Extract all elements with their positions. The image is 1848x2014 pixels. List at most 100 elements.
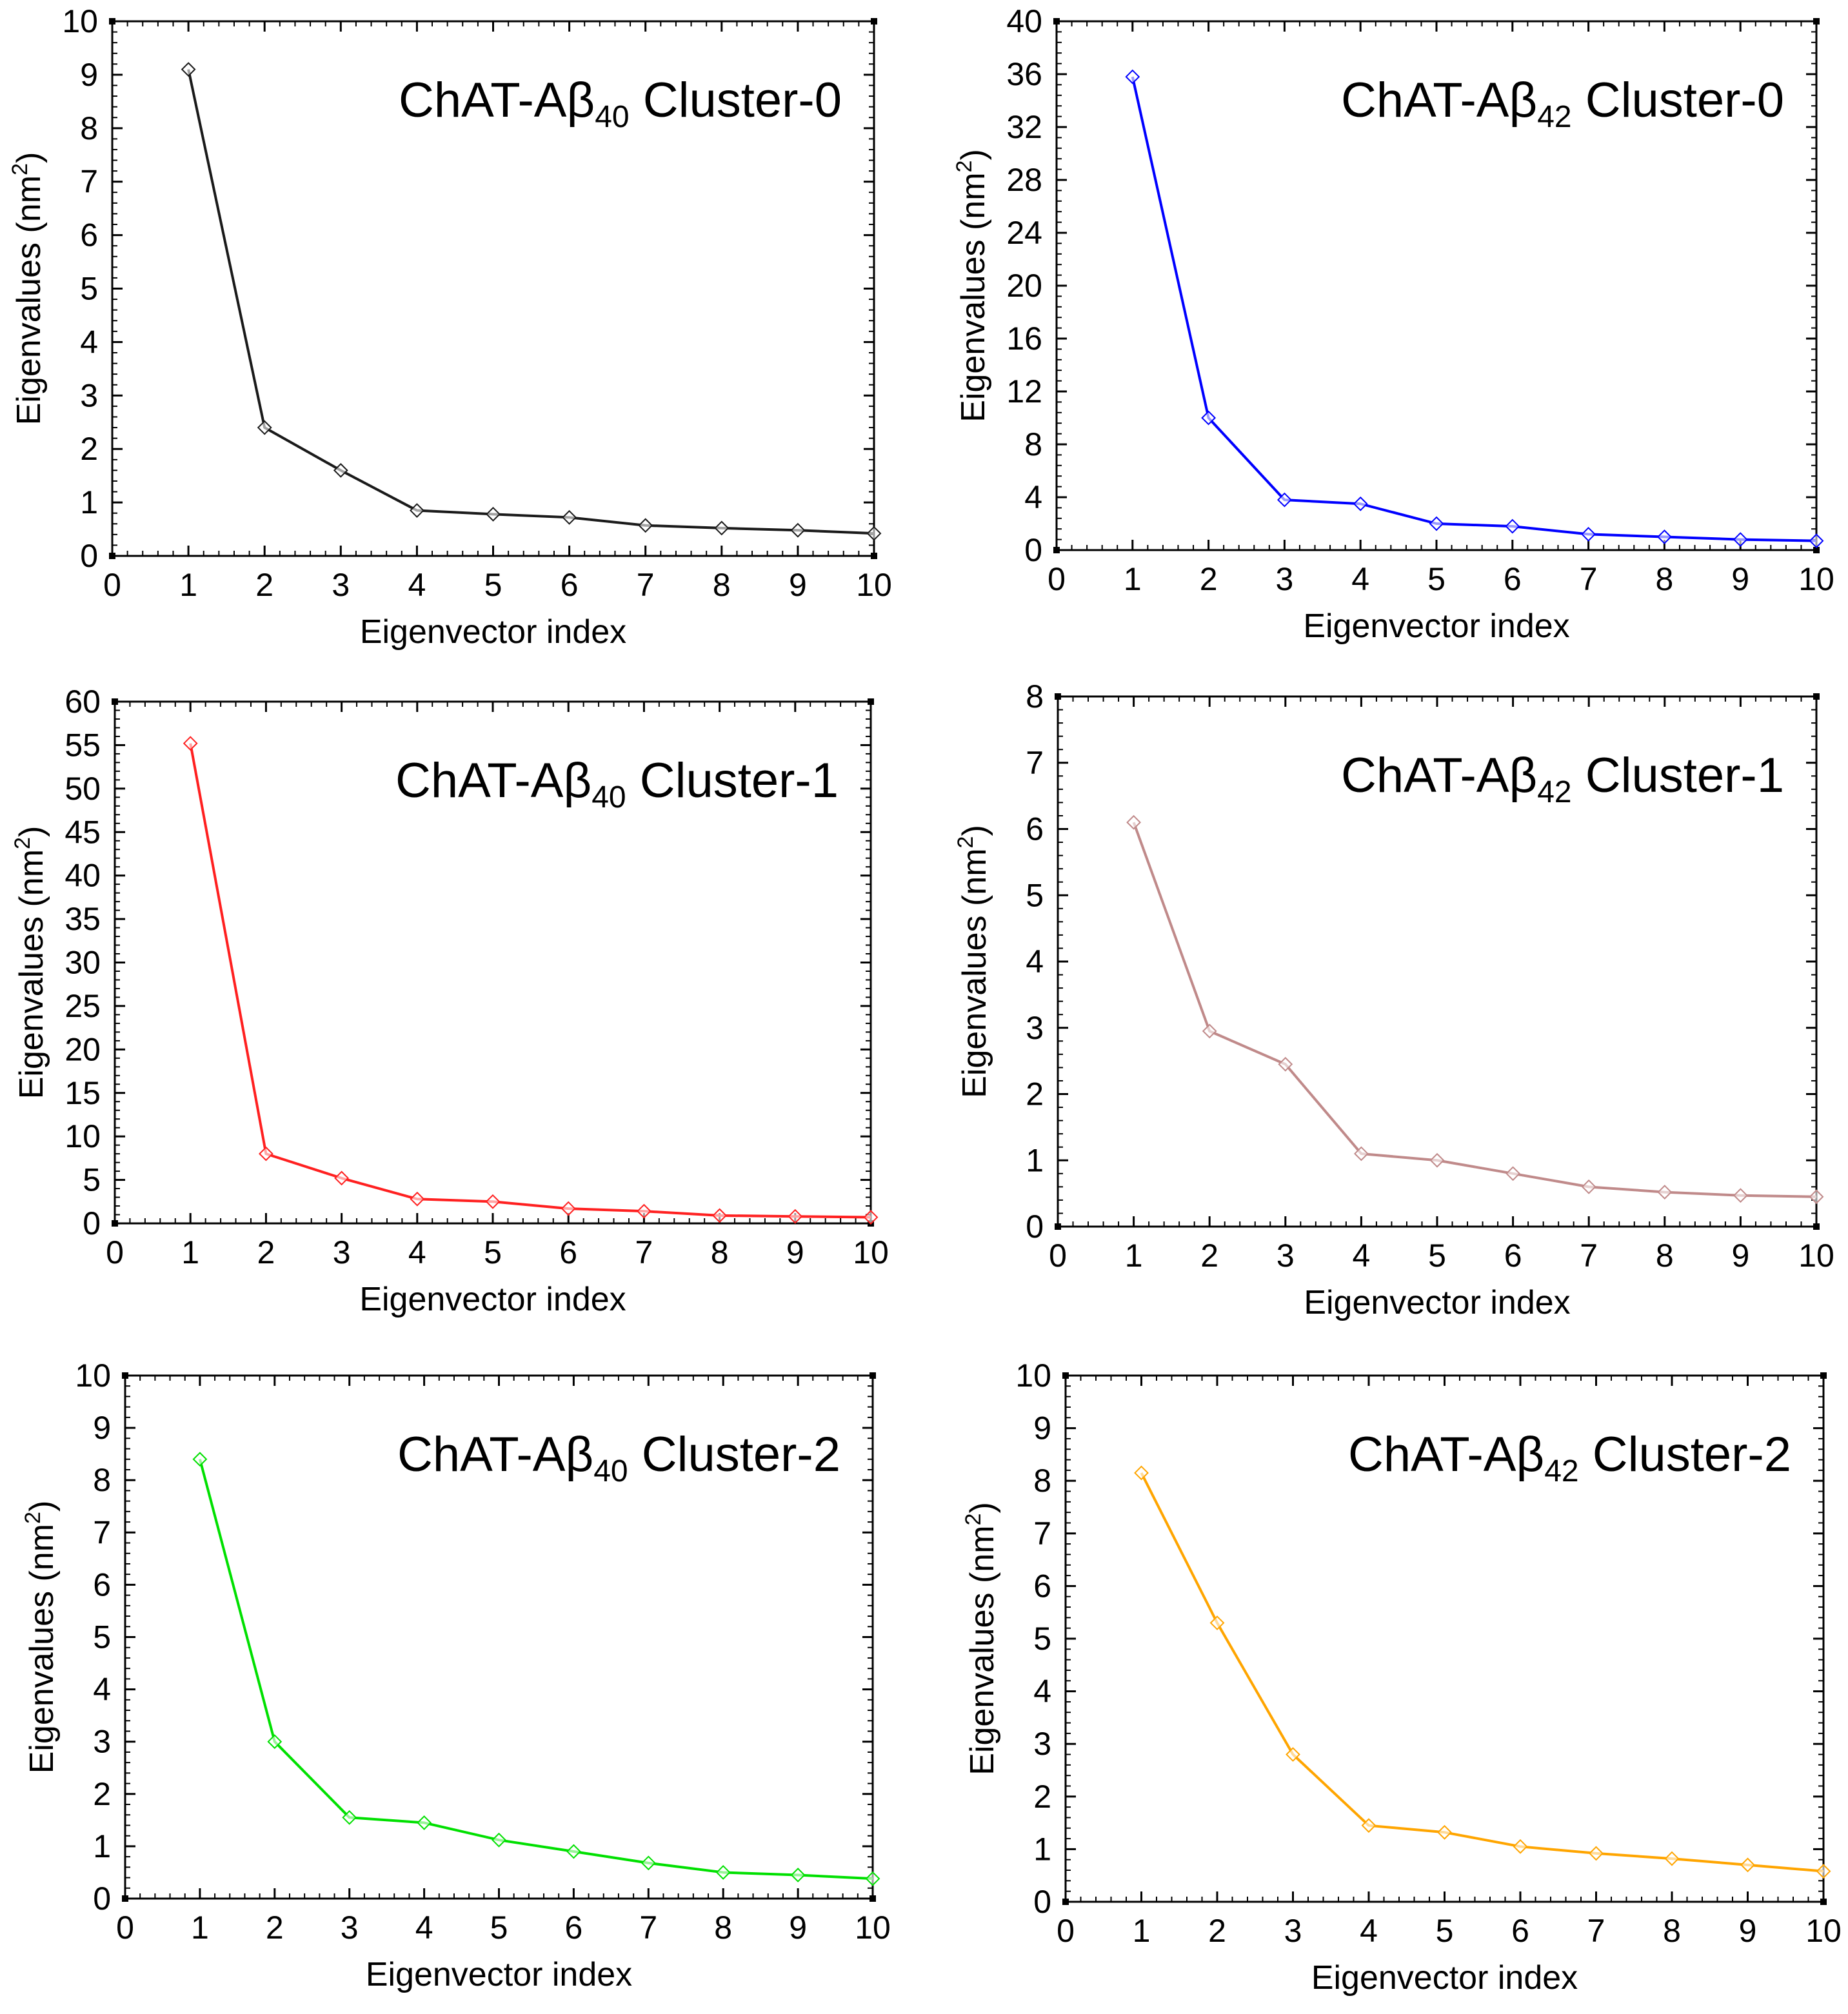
data-point xyxy=(866,526,882,541)
y-axis-label: Eigenvalues (nm2) xyxy=(8,152,48,426)
x-tick-label: 4 xyxy=(1352,1238,1370,1274)
y-tick-label: 0 xyxy=(80,538,98,574)
data-point xyxy=(712,1208,728,1223)
x-axis-label: Eigenvector index xyxy=(359,1281,626,1318)
x-tick-label: 7 xyxy=(637,567,655,603)
data-point xyxy=(485,1194,501,1209)
y-tick-label: 8 xyxy=(1024,426,1042,462)
y-tick-label: 20 xyxy=(65,1031,101,1067)
x-tick-label: 4 xyxy=(1360,1913,1378,1949)
y-tick-label: 3 xyxy=(93,1724,111,1760)
x-tick-label: 5 xyxy=(484,567,502,603)
y-tick-label: 55 xyxy=(65,727,101,763)
y-tick-label: 4 xyxy=(1024,479,1042,515)
x-tick-label: 8 xyxy=(1663,1913,1681,1949)
x-tick-label: 0 xyxy=(1057,1913,1075,1949)
chart-panel-3: 0 1 2 3 4 5 6 7 8 9 10 0 1 2 3 4 5 6 7 8 Eigenvector index Ei… xyxy=(953,678,1834,1321)
x-tick-label: 2 xyxy=(255,567,273,603)
chart-panel-4: 0 1 2 3 4 5 6 7 8 9 10 0 1 2 3 4 5 6 7 8 9 10 Eigenvector inde… xyxy=(21,1357,891,1993)
series-line xyxy=(1131,76,1817,542)
series-line xyxy=(1140,1472,1824,1873)
data-point xyxy=(1589,1846,1604,1861)
data-point xyxy=(638,518,653,533)
data-point xyxy=(1657,1185,1673,1200)
x-tick-label: 8 xyxy=(714,1910,732,1946)
x-tick-label: 2 xyxy=(1208,1913,1226,1949)
y-tick-label: 16 xyxy=(1006,321,1042,357)
y-tick-label: 0 xyxy=(1026,1209,1044,1245)
data-point xyxy=(1429,1152,1445,1168)
y-tick-label: 5 xyxy=(83,1162,101,1198)
x-tick-label: 8 xyxy=(1656,1238,1674,1274)
data-point xyxy=(1664,1851,1680,1866)
x-tick-label: 2 xyxy=(257,1234,275,1270)
data-point xyxy=(863,1210,879,1225)
x-tick-label: 1 xyxy=(1125,1238,1143,1274)
chart-title: ChAT-Aβ42 Cluster-1 xyxy=(1341,748,1784,809)
x-tick-label: 8 xyxy=(713,567,731,603)
data-point xyxy=(1278,1056,1293,1072)
data-point xyxy=(1202,1023,1217,1039)
data-point xyxy=(181,62,196,77)
data-point xyxy=(1277,492,1292,508)
x-tick-label: 9 xyxy=(789,1910,807,1946)
x-tick-label: 9 xyxy=(1739,1913,1757,1949)
series-line xyxy=(189,743,871,1219)
data-point xyxy=(334,1170,350,1186)
data-point xyxy=(417,1815,432,1830)
chart-title: ChAT-Aβ40 Cluster-2 xyxy=(397,1427,840,1488)
y-tick-label: 10 xyxy=(62,3,98,39)
chart-panel-2: 0 1 2 3 4 5 6 7 8 9 10051015202530354045505560Eige… xyxy=(10,684,889,1318)
data-point xyxy=(1505,1166,1521,1181)
data-point xyxy=(486,506,501,522)
x-tick-label: 5 xyxy=(490,1910,508,1946)
y-tick-label: 15 xyxy=(65,1075,101,1111)
y-tick-label: 8 xyxy=(1033,1463,1051,1499)
data-point xyxy=(1429,516,1444,531)
x-tick-label: 6 xyxy=(561,567,579,603)
chart-panel-5: 0 1 2 3 4 5 6 7 8 9 10 0 1 2 3 4 5 6 7 8 9 10 Eigenvector inde… xyxy=(961,1357,1842,1997)
y-tick-label: 8 xyxy=(1026,678,1044,715)
x-tick-label: 0 xyxy=(1049,1238,1067,1274)
series-line xyxy=(1132,822,1817,1198)
x-tick-label: 3 xyxy=(332,567,350,603)
x-tick-label: 7 xyxy=(635,1234,653,1270)
data-point xyxy=(1656,529,1672,544)
series-line xyxy=(198,1459,873,1881)
y-tick-label: 2 xyxy=(80,431,98,467)
y-tick-label: 25 xyxy=(65,988,101,1024)
data-point xyxy=(1816,1864,1831,1879)
x-tick-label: 5 xyxy=(484,1234,502,1270)
y-tick-label: 6 xyxy=(80,217,98,253)
y-tick-label: 9 xyxy=(80,57,98,93)
y-tick-label: 4 xyxy=(1026,943,1044,980)
y-tick-label: 40 xyxy=(65,858,101,894)
y-tick-label: 50 xyxy=(65,771,101,807)
y-axis-label: Eigenvalues (nm2) xyxy=(21,1501,61,1774)
y-tick-label: 8 xyxy=(93,1462,111,1498)
y-tick-label: 0 xyxy=(93,1881,111,1917)
y-tick-label: 9 xyxy=(1033,1410,1051,1446)
data-point xyxy=(790,1868,806,1882)
x-tick-label: 10 xyxy=(1798,1238,1834,1274)
x-tick-label: 7 xyxy=(1580,561,1598,597)
y-axis-label: Eigenvalues (nm2) xyxy=(953,825,993,1098)
data-point xyxy=(1809,1189,1824,1205)
x-tick-label: 8 xyxy=(711,1234,729,1270)
data-point xyxy=(183,736,198,751)
data-point xyxy=(1740,1857,1755,1873)
x-tick-label: 6 xyxy=(1504,561,1522,597)
y-tick-label: 1 xyxy=(1026,1142,1044,1178)
data-point xyxy=(561,1201,576,1216)
y-tick-label: 10 xyxy=(1015,1357,1051,1394)
data-point xyxy=(1733,1188,1748,1203)
y-tick-label: 3 xyxy=(1026,1010,1044,1046)
data-point xyxy=(410,1191,425,1207)
data-point xyxy=(865,1871,880,1886)
y-axis-label: Eigenvalues (nm2) xyxy=(10,826,50,1100)
y-tick-label: 1 xyxy=(93,1828,111,1864)
x-tick-label: 3 xyxy=(1284,1913,1302,1949)
series-line xyxy=(187,69,875,535)
y-tick-label: 4 xyxy=(93,1672,111,1708)
